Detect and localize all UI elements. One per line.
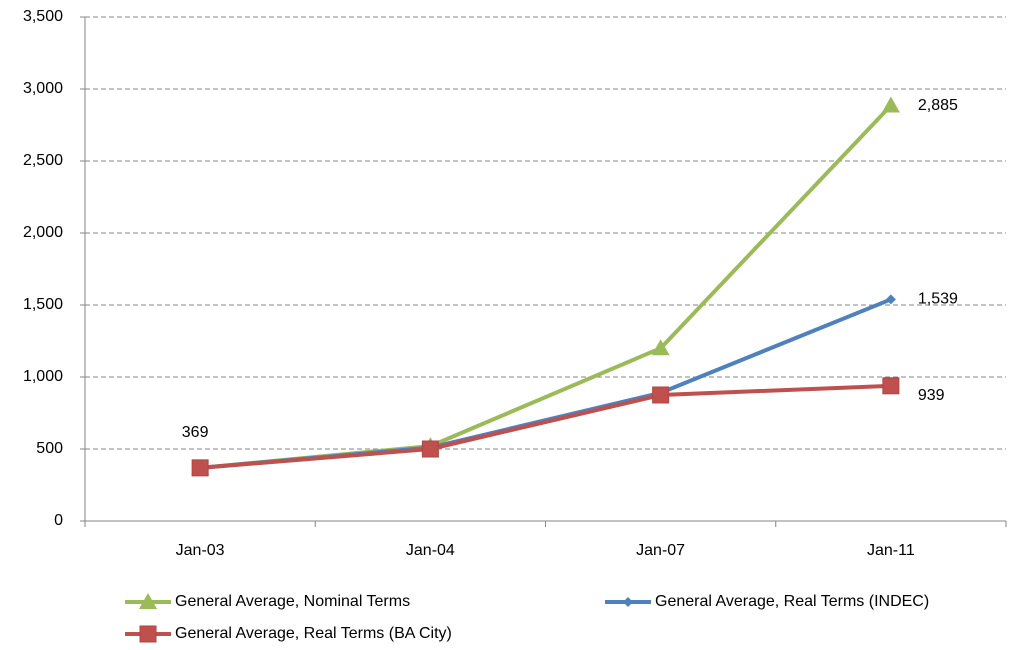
series-line	[199, 383, 891, 470]
series-line	[199, 104, 893, 470]
y-tick-label: 0	[54, 512, 63, 529]
y-tick-label: 1,500	[23, 296, 63, 313]
y-tick-label: 2,500	[23, 152, 63, 169]
data-label: 369	[182, 424, 209, 441]
x-tick-label: Jan-04	[406, 542, 455, 559]
y-tick-label: 3,000	[23, 80, 63, 97]
data-point	[885, 294, 896, 305]
data-label: 1,539	[918, 291, 958, 308]
legend-marker	[623, 597, 633, 607]
data-point	[882, 377, 900, 395]
x-tick-label: Jan-07	[636, 542, 685, 559]
y-tick-label: 2,000	[23, 224, 63, 241]
data-point	[652, 386, 670, 404]
y-tick-label: 3,500	[23, 8, 63, 25]
x-tick-label: Jan-03	[176, 542, 225, 559]
legend-label: General Average, Nominal Terms	[175, 593, 410, 610]
series-line	[199, 297, 892, 470]
data-point	[421, 440, 439, 458]
legend-label: General Average, Real Terms (INDEC)	[655, 593, 929, 610]
y-tick-label: 1,000	[23, 368, 63, 385]
data-label: 939	[918, 387, 945, 404]
legend-marker	[139, 625, 157, 643]
data-point	[191, 459, 209, 477]
legend-marker	[139, 593, 157, 609]
legend-label: General Average, Real Terms (BA City)	[175, 625, 452, 642]
data-point	[881, 96, 900, 113]
data-label: 2,885	[918, 97, 958, 114]
y-tick-label: 500	[36, 440, 63, 457]
data-point	[651, 339, 670, 356]
x-tick-label: Jan-11	[867, 542, 915, 559]
